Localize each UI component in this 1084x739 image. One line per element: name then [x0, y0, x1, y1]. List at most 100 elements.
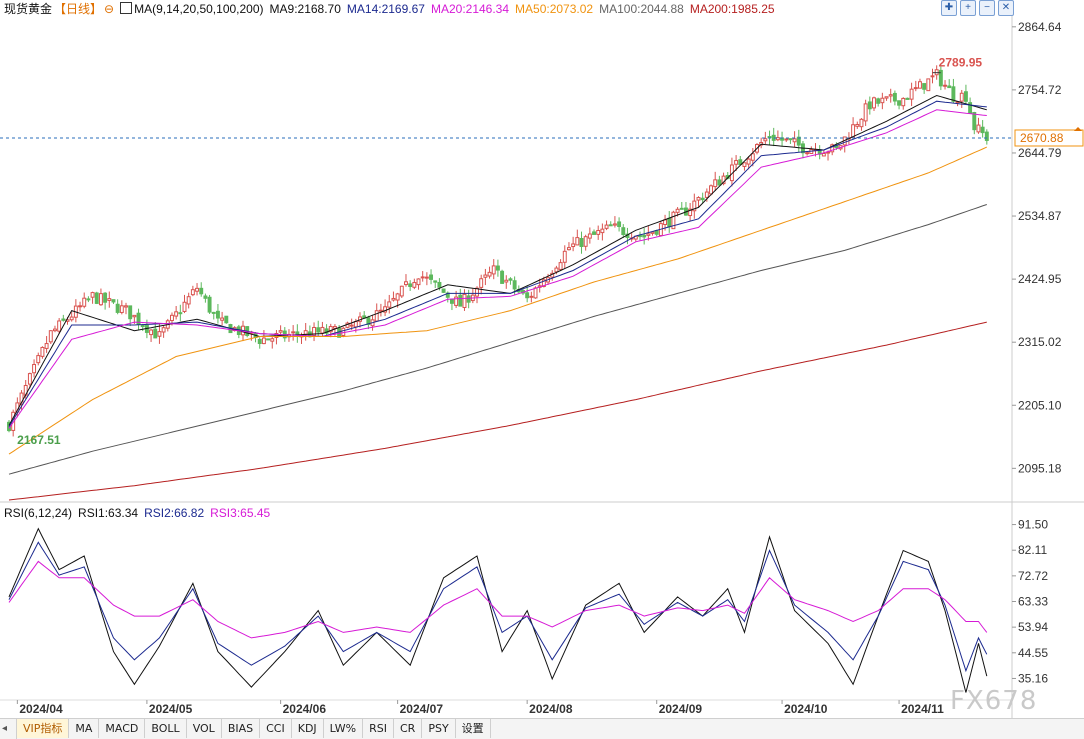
ma-line-ma200 — [8, 321, 987, 501]
candle-body — [111, 299, 116, 303]
candle-body — [353, 321, 358, 328]
ma50-value: MA50:2073.02 — [515, 2, 594, 16]
candle-body — [211, 311, 216, 314]
candle-body — [943, 84, 947, 87]
candle-body — [767, 136, 772, 139]
price-tick-label: 2205.10 — [1018, 398, 1062, 412]
candle-body — [312, 326, 317, 336]
candle-body — [124, 305, 128, 308]
candle-body — [395, 293, 400, 301]
candle-body — [161, 327, 166, 333]
tab-4[interactable]: VOL — [187, 719, 222, 738]
candle-body — [663, 219, 668, 226]
rsi-tick-label: 91.50 — [1018, 518, 1048, 532]
candle-body — [750, 153, 755, 161]
candle-body — [103, 292, 108, 303]
tab-8[interactable]: LW% — [324, 719, 364, 738]
candle-body — [115, 303, 120, 313]
candle-body — [462, 293, 467, 308]
tab-11[interactable]: PSY — [422, 719, 456, 738]
ma-line-ma50 — [8, 146, 988, 455]
price-tick-label: 2754.72 — [1018, 83, 1062, 97]
candle-body — [32, 364, 37, 374]
candle-body — [495, 265, 500, 271]
close-icon[interactable]: ✕ — [998, 0, 1014, 16]
candle-body — [905, 97, 910, 100]
candle-body — [266, 338, 271, 341]
candle-body — [374, 310, 379, 322]
candle-body — [596, 230, 601, 235]
rsi-tick-label: 63.33 — [1018, 595, 1048, 609]
tab-9[interactable]: RSI — [363, 719, 394, 738]
candle-body — [909, 88, 914, 100]
candle-body — [892, 92, 897, 102]
candle-body — [926, 78, 931, 92]
candle-body — [391, 297, 396, 301]
candle-body — [500, 270, 505, 284]
candle-body — [483, 274, 488, 278]
candle-body — [650, 231, 655, 234]
candle-body — [303, 330, 308, 335]
chart-toolbar: ✚ + − ✕ — [941, 0, 1014, 16]
candle-body — [922, 83, 927, 90]
candle-body — [579, 237, 584, 248]
candle-body — [788, 138, 793, 141]
candle-body — [61, 318, 66, 321]
candle-body — [378, 309, 383, 312]
candle-body — [963, 91, 968, 102]
rsi-tick-label: 72.72 — [1018, 569, 1048, 583]
candle-body — [207, 296, 212, 313]
ma9-value: MA9:2168.70 — [269, 2, 341, 16]
rsi2-value: RSI2:66.82 — [144, 506, 205, 520]
period-label[interactable]: 【日线】 — [54, 2, 103, 16]
candle-body — [199, 287, 204, 295]
candle-body — [575, 237, 580, 246]
tab-12[interactable]: 设置 — [456, 719, 491, 738]
candle-body — [119, 305, 124, 313]
tab-2[interactable]: MACD — [99, 719, 146, 738]
candle-body — [399, 285, 404, 297]
candle-body — [541, 279, 546, 287]
candle-body — [320, 326, 325, 334]
tab-1[interactable]: MA — [69, 719, 100, 738]
tab-0[interactable]: VIP指标 — [17, 719, 70, 738]
candle-body — [533, 287, 538, 299]
tab-6[interactable]: CCI — [260, 719, 292, 738]
rsi-legend: RSI(6,12,24) RSI1:63.34 RSI2:66.82 RSI3:65.… — [4, 505, 276, 521]
candle-body — [412, 282, 417, 288]
candle-body — [951, 86, 956, 102]
candle-body — [917, 81, 922, 89]
candle-body — [441, 288, 446, 293]
candle-body — [734, 160, 739, 165]
candle-body — [224, 315, 229, 324]
tab-3[interactable]: BOLL — [145, 719, 187, 738]
chart-canvas[interactable]: 2864.64 2754.72 2644.79 2534.87 2424.95 2315.… — [0, 0, 1084, 718]
candle-body — [667, 217, 672, 228]
candle-body — [717, 179, 722, 186]
candle-body — [429, 274, 434, 280]
candle-body — [157, 331, 162, 337]
tabs-scroll-left-icon[interactable]: ◂ — [0, 719, 17, 739]
candle-body — [792, 138, 797, 143]
rsi-tick-label: 44.55 — [1018, 646, 1048, 660]
time-tick-label: 2024/06 — [283, 702, 327, 716]
candle-body — [679, 207, 684, 210]
candle-body — [675, 208, 680, 213]
candle-body — [696, 197, 701, 201]
tab-10[interactable]: CR — [394, 719, 423, 738]
crosshair-icon[interactable]: ✚ — [941, 0, 957, 16]
candle-body — [366, 317, 371, 325]
price-tick-label: 2315.02 — [1018, 335, 1062, 349]
indicator-toggle-icon[interactable] — [120, 2, 133, 14]
tab-7[interactable]: KDJ — [292, 719, 324, 738]
candle-body — [466, 295, 471, 303]
settings-circle-icon[interactable]: ⊖ — [104, 2, 115, 16]
tab-5[interactable]: BIAS — [222, 719, 261, 738]
high-label: 2789.95 — [939, 56, 983, 70]
zoom-in-icon[interactable]: + — [960, 0, 976, 16]
zoom-out-icon[interactable]: − — [979, 0, 995, 16]
candle-body — [763, 138, 768, 142]
candle-body — [416, 278, 421, 286]
candle-body — [69, 316, 74, 321]
low-label: 2167.51 — [17, 433, 61, 447]
